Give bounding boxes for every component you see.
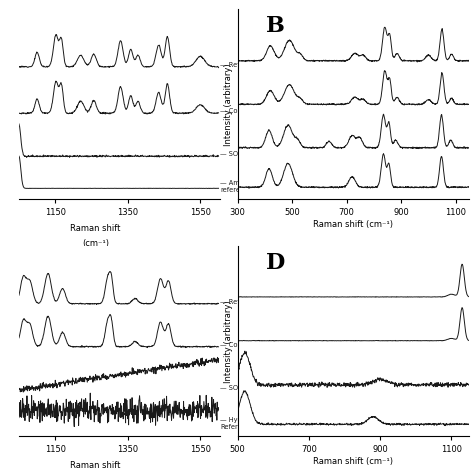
Text: — Reference HDPE: — Reference HDPE [220, 299, 283, 305]
Text: — SORS result: — SORS result [220, 151, 268, 157]
Text: (cm⁻¹): (cm⁻¹) [82, 239, 109, 248]
Text: D: D [265, 252, 285, 274]
Text: Raman shift: Raman shift [70, 224, 121, 233]
Text: B: B [265, 15, 284, 37]
Text: — Conventional Raman: — Conventional Raman [220, 342, 299, 348]
X-axis label: Raman shift (cm⁻¹): Raman shift (cm⁻¹) [313, 457, 393, 466]
X-axis label: Raman shift (cm⁻¹): Raman shift (cm⁻¹) [313, 220, 393, 229]
Text: Raman shift: Raman shift [70, 461, 121, 470]
Text: — Reference PP: — Reference PP [220, 62, 273, 68]
Y-axis label: Intensity (arbitrary): Intensity (arbitrary) [225, 63, 234, 146]
Text: — Conventional Raman: — Conventional Raman [220, 108, 299, 114]
Text: — SORS Result: — SORS Result [220, 384, 270, 391]
Text: — Hydrogen peroxide
Reference: — Hydrogen peroxide Reference [220, 417, 292, 430]
Y-axis label: Intensity (arbitrary): Intensity (arbitrary) [225, 300, 234, 383]
Text: — Ammonium nitrate
reference: — Ammonium nitrate reference [220, 180, 292, 193]
